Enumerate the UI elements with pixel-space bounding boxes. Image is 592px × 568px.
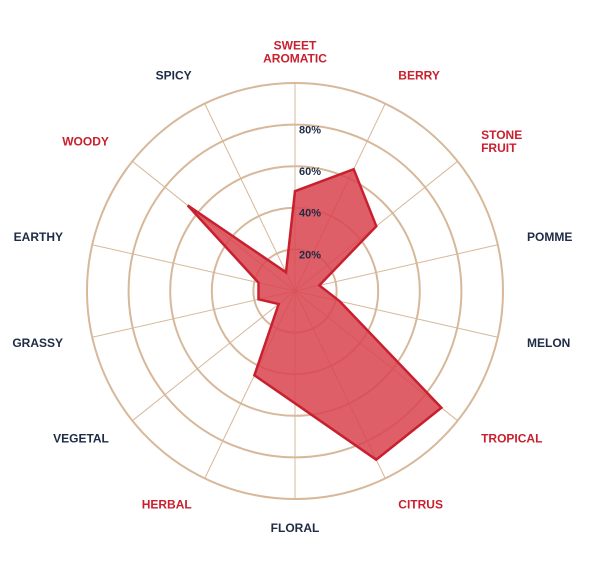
category-label: WOODY <box>62 135 109 149</box>
category-label: EARTHY <box>14 230 63 244</box>
chart-series <box>186 167 444 462</box>
category-label: SPICY <box>156 69 192 83</box>
category-label: MELON <box>527 336 570 350</box>
chart-category-labels: SWEET AROMATIC BERRY STONE FRUIT POMME MELON TR… <box>12 39 572 536</box>
category-label: HERBAL <box>142 498 192 512</box>
chart-tick-labels: 20% 40% 60% 80% <box>299 125 321 262</box>
tick-label: 80% <box>299 125 321 137</box>
category-label: VEGETAL <box>53 432 109 446</box>
grid-spoke <box>204 103 296 292</box>
category-label: GRASSY <box>12 336 63 350</box>
category-label: CITRUS <box>398 498 443 512</box>
category-label: SWEET AROMATIC <box>263 39 327 66</box>
category-label: STONE FRUIT <box>481 128 522 155</box>
grid-spoke <box>132 290 296 422</box>
tick-label: 60% <box>299 166 321 178</box>
category-label: FLORAL <box>271 521 320 535</box>
category-label: BERRY <box>398 69 440 83</box>
series-area <box>186 167 444 462</box>
tick-label: 40% <box>299 208 321 220</box>
category-label: POMME <box>527 230 572 244</box>
grid-spoke <box>294 244 498 292</box>
category-label: TROPICAL <box>481 432 542 446</box>
tick-label: 20% <box>299 249 321 261</box>
